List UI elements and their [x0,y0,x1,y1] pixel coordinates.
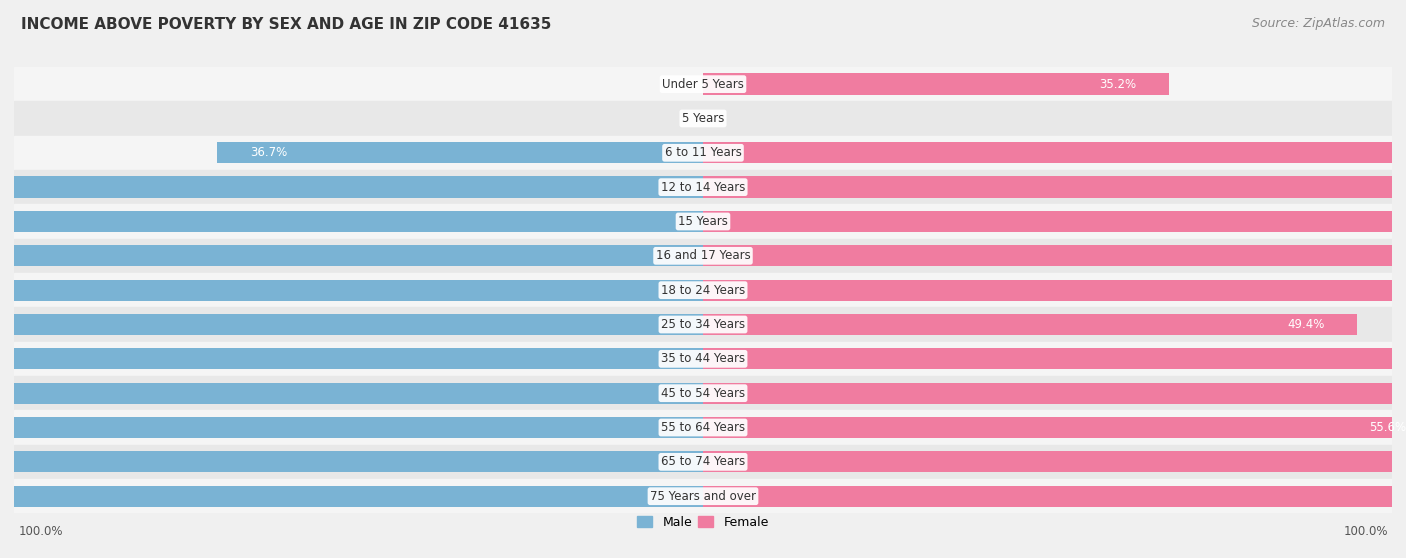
Bar [0,451,703,473]
Bar [0,348,703,369]
Text: 100.0%: 100.0% [18,526,63,538]
Bar [0,245,703,267]
Bar [14,307,1392,341]
Bar [0,383,703,404]
Bar [703,485,1406,507]
Bar [0,211,703,232]
Text: 25 to 34 Years: 25 to 34 Years [661,318,745,331]
Bar [14,445,1392,479]
Bar [14,136,1392,170]
Bar [703,211,1406,232]
Text: 35 to 44 Years: 35 to 44 Years [661,352,745,365]
Bar [703,74,1170,95]
Text: 55.6%: 55.6% [1369,421,1406,434]
Text: 15 Years: 15 Years [678,215,728,228]
Text: 36.7%: 36.7% [250,146,287,159]
Bar [703,417,1406,438]
Text: 75 Years and over: 75 Years and over [650,490,756,503]
Bar [703,280,1406,301]
Bar [0,485,703,507]
Bar [703,245,1406,267]
Bar [14,204,1392,239]
Bar [14,170,1392,204]
Bar [14,376,1392,410]
Text: 5 Years: 5 Years [682,112,724,125]
Bar [703,142,1406,163]
Legend: Male, Female: Male, Female [633,511,773,534]
Text: INCOME ABOVE POVERTY BY SEX AND AGE IN ZIP CODE 41635: INCOME ABOVE POVERTY BY SEX AND AGE IN Z… [21,17,551,32]
Bar [14,102,1392,136]
Bar [217,142,703,163]
Text: 65 to 74 Years: 65 to 74 Years [661,455,745,468]
Text: 49.4%: 49.4% [1286,318,1324,331]
Bar [14,67,1392,102]
Text: 6 to 11 Years: 6 to 11 Years [665,146,741,159]
Text: 12 to 14 Years: 12 to 14 Years [661,181,745,194]
Text: 55 to 64 Years: 55 to 64 Years [661,421,745,434]
Bar [0,417,703,438]
Bar [703,314,1358,335]
Bar [14,239,1392,273]
Text: 16 and 17 Years: 16 and 17 Years [655,249,751,262]
Bar [703,176,1406,198]
Bar [14,273,1392,307]
Bar [703,451,1406,473]
Bar [703,348,1406,369]
Text: 45 to 54 Years: 45 to 54 Years [661,387,745,400]
Bar [14,479,1392,513]
Text: 18 to 24 Years: 18 to 24 Years [661,283,745,297]
Bar [0,176,703,198]
Text: 100.0%: 100.0% [1343,526,1388,538]
Bar [0,314,703,335]
Bar [703,383,1406,404]
Text: Under 5 Years: Under 5 Years [662,78,744,90]
Bar [0,280,703,301]
Bar [14,410,1392,445]
Text: Source: ZipAtlas.com: Source: ZipAtlas.com [1251,17,1385,30]
Bar [14,341,1392,376]
Text: 35.2%: 35.2% [1099,78,1136,90]
